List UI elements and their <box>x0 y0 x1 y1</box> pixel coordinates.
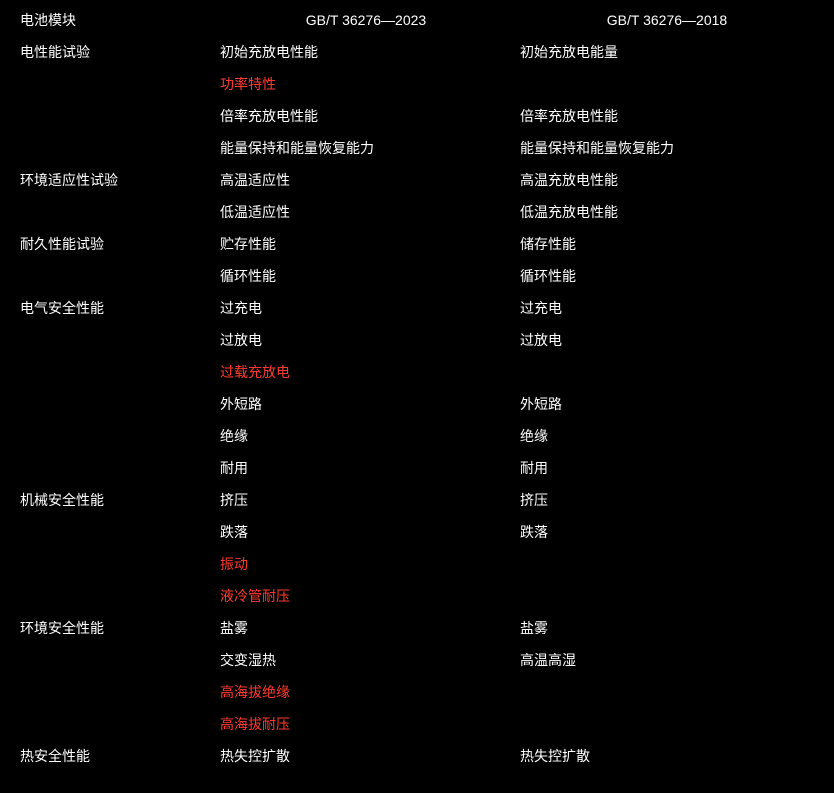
table-row: 液冷管耐压 <box>20 580 814 612</box>
table-row: 机械安全性能挤压挤压 <box>20 484 814 516</box>
table-row: 耐久性能试验贮存性能储存性能 <box>20 228 814 260</box>
table-row: 热安全性能热失控扩散热失控扩散 <box>20 740 814 772</box>
standard-2023-cell: 高海拔耐压 <box>220 714 520 734</box>
table-row: 高海拔耐压 <box>20 708 814 740</box>
table-row: 过放电过放电 <box>20 324 814 356</box>
table-header-row: 电池模块 GB/T 36276—2023 GB/T 36276—2018 <box>20 4 814 36</box>
standard-2023-cell: 过放电 <box>220 330 520 350</box>
comparison-table: 电池模块 GB/T 36276—2023 GB/T 36276—2018 电性能… <box>0 0 834 776</box>
table-row: 外短路外短路 <box>20 388 814 420</box>
table-row: 过载充放电 <box>20 356 814 388</box>
table-row: 能量保持和能量恢复能力能量保持和能量恢复能力 <box>20 132 814 164</box>
standard-2023-cell: 挤压 <box>220 490 520 510</box>
category-cell: 电气安全性能 <box>20 298 220 318</box>
table-body: 电性能试验初始充放电性能初始充放电能量功率特性倍率充放电性能倍率充放电性能能量保… <box>20 36 814 772</box>
standard-2018-cell: 倍率充放电性能 <box>520 106 814 126</box>
standard-2018-cell: 跌落 <box>520 522 814 542</box>
standard-2018-cell: 绝缘 <box>520 426 814 446</box>
standard-2023-cell: 振动 <box>220 554 520 574</box>
table-row: 功率特性 <box>20 68 814 100</box>
table-row: 循环性能循环性能 <box>20 260 814 292</box>
standard-2023-cell: 盐雾 <box>220 618 520 638</box>
standard-2018-cell: 储存性能 <box>520 234 814 254</box>
table-row: 绝缘绝缘 <box>20 420 814 452</box>
category-cell: 环境适应性试验 <box>20 170 220 190</box>
standard-2023-cell: 功率特性 <box>220 74 520 94</box>
standard-2023-cell: 循环性能 <box>220 266 520 286</box>
standard-2018-cell: 挤压 <box>520 490 814 510</box>
table-row: 电性能试验初始充放电性能初始充放电能量 <box>20 36 814 68</box>
table-row: 振动 <box>20 548 814 580</box>
standard-2023-cell: 过载充放电 <box>220 362 520 382</box>
standard-2023-cell: 初始充放电性能 <box>220 42 520 62</box>
standard-2018-cell: 盐雾 <box>520 618 814 638</box>
standard-2018-cell: 高温充放电性能 <box>520 170 814 190</box>
standard-2023-cell: 绝缘 <box>220 426 520 446</box>
standard-2018-cell: 能量保持和能量恢复能力 <box>520 138 814 158</box>
table-row: 倍率充放电性能倍率充放电性能 <box>20 100 814 132</box>
category-cell: 环境安全性能 <box>20 618 220 638</box>
table-row: 低温适应性低温充放电性能 <box>20 196 814 228</box>
header-category: 电池模块 <box>20 10 220 30</box>
table-row: 环境安全性能盐雾盐雾 <box>20 612 814 644</box>
standard-2023-cell: 贮存性能 <box>220 234 520 254</box>
table-row: 跌落跌落 <box>20 516 814 548</box>
standard-2023-cell: 倍率充放电性能 <box>220 106 520 126</box>
standard-2023-cell: 过充电 <box>220 298 520 318</box>
standard-2023-cell: 交变湿热 <box>220 650 520 670</box>
standard-2018-cell: 低温充放电性能 <box>520 202 814 222</box>
standard-2023-cell: 高海拔绝缘 <box>220 682 520 702</box>
table-row: 环境适应性试验高温适应性高温充放电性能 <box>20 164 814 196</box>
category-cell: 电性能试验 <box>20 42 220 62</box>
standard-2023-cell: 热失控扩散 <box>220 746 520 766</box>
table-row: 交变湿热高温高湿 <box>20 644 814 676</box>
table-row: 电气安全性能过充电过充电 <box>20 292 814 324</box>
table-row: 耐用耐用 <box>20 452 814 484</box>
category-cell: 耐久性能试验 <box>20 234 220 254</box>
standard-2018-cell: 过放电 <box>520 330 814 350</box>
standard-2018-cell: 初始充放电能量 <box>520 42 814 62</box>
standard-2018-cell: 高温高湿 <box>520 650 814 670</box>
table-row: 高海拔绝缘 <box>20 676 814 708</box>
standard-2023-cell: 能量保持和能量恢复能力 <box>220 138 520 158</box>
standard-2018-cell: 外短路 <box>520 394 814 414</box>
header-standard-2023: GB/T 36276—2023 <box>220 12 520 28</box>
standard-2018-cell: 耐用 <box>520 458 814 478</box>
category-cell: 机械安全性能 <box>20 490 220 510</box>
standard-2023-cell: 低温适应性 <box>220 202 520 222</box>
standard-2023-cell: 外短路 <box>220 394 520 414</box>
category-cell: 热安全性能 <box>20 746 220 766</box>
header-standard-2018: GB/T 36276—2018 <box>520 12 814 28</box>
standard-2023-cell: 液冷管耐压 <box>220 586 520 606</box>
standard-2023-cell: 耐用 <box>220 458 520 478</box>
standard-2023-cell: 跌落 <box>220 522 520 542</box>
standard-2018-cell: 过充电 <box>520 298 814 318</box>
standard-2018-cell: 循环性能 <box>520 266 814 286</box>
standard-2023-cell: 高温适应性 <box>220 170 520 190</box>
standard-2018-cell: 热失控扩散 <box>520 746 814 766</box>
